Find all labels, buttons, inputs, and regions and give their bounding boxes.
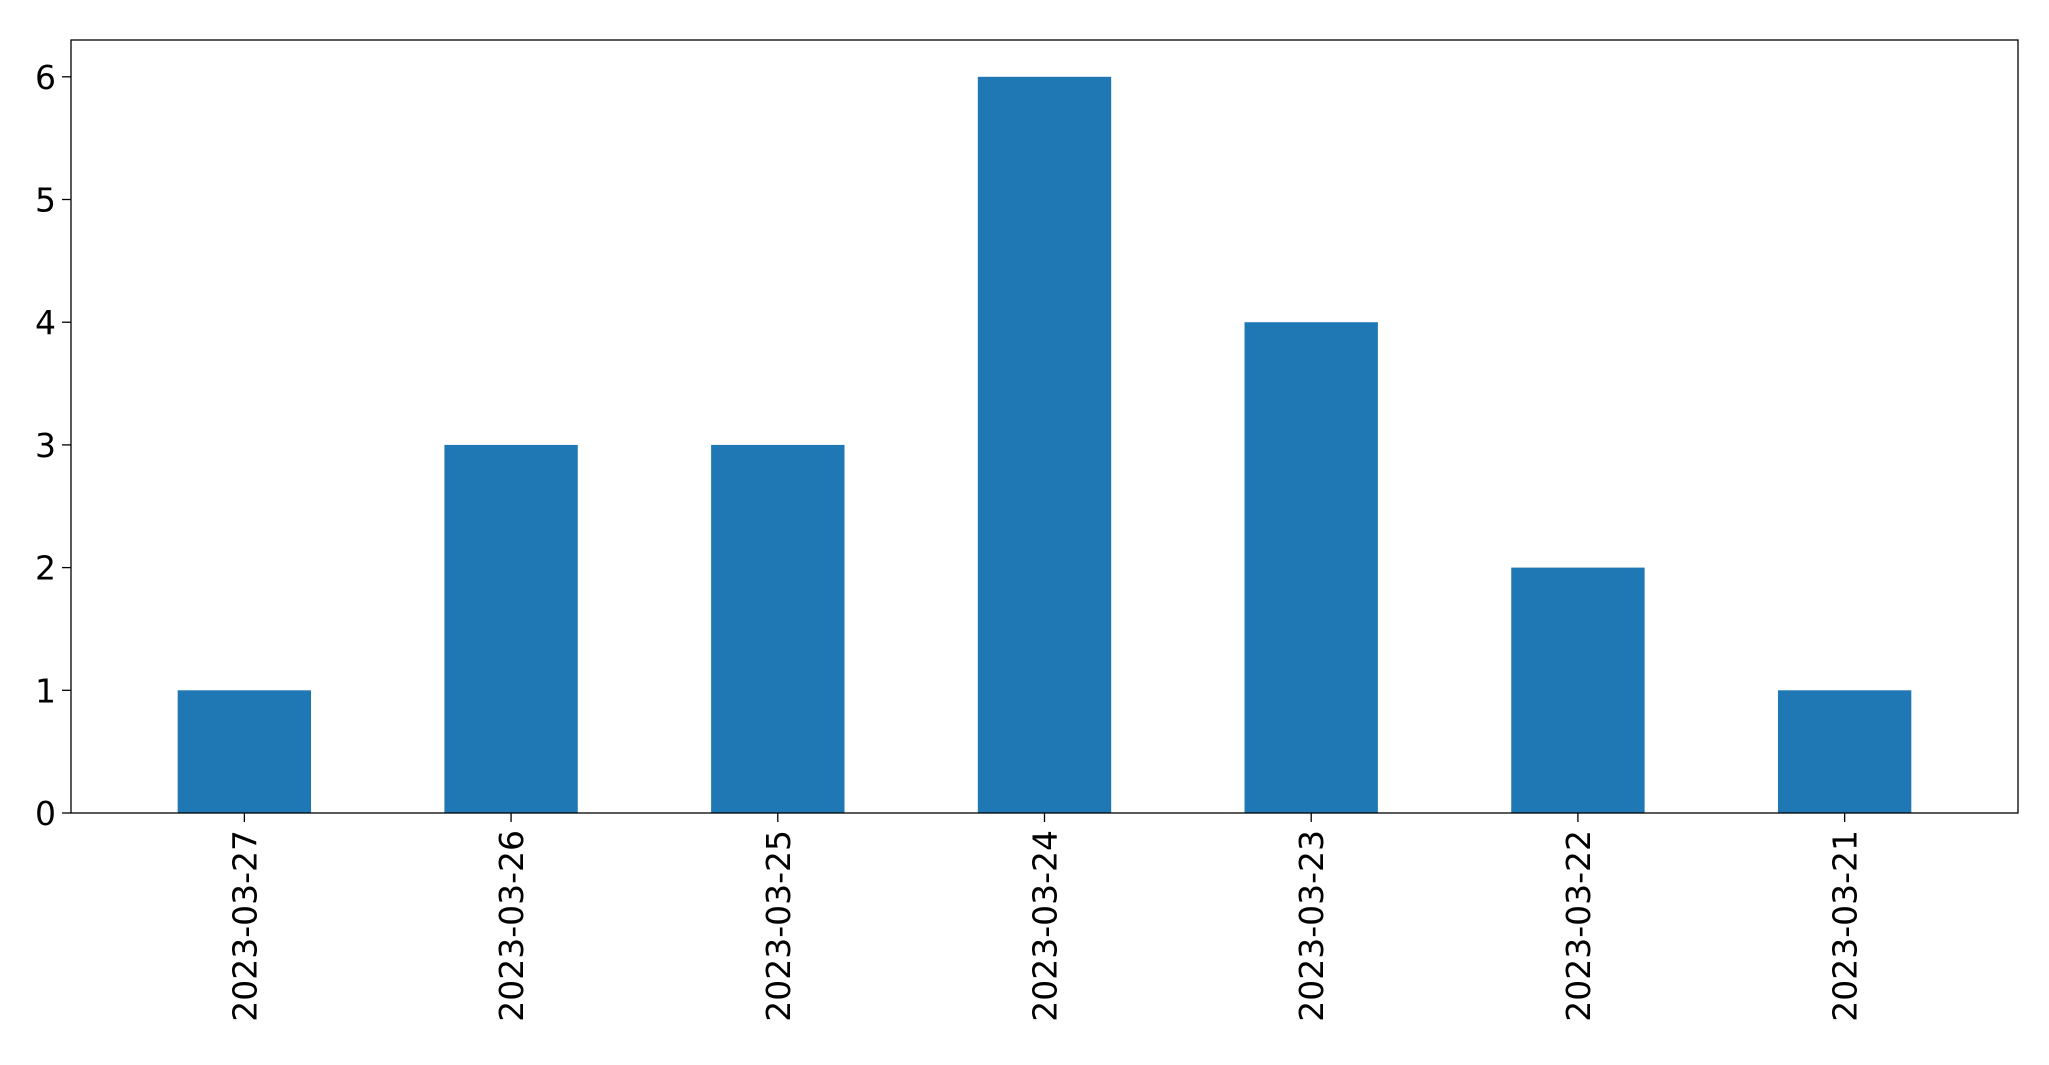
y-tick-label: 0 — [35, 794, 56, 833]
x-tick-label: 2023-03-25 — [759, 830, 798, 1022]
x-tick-label: 2023-03-27 — [225, 830, 264, 1022]
x-tick-label: 2023-03-26 — [492, 830, 531, 1022]
y-tick-label: 3 — [35, 426, 56, 465]
bars-layer — [177, 76, 1912, 813]
x-tick-label: 2023-03-22 — [1559, 830, 1598, 1022]
bar-2023-03-22 — [1511, 567, 1645, 813]
y-tick-label: 1 — [35, 671, 56, 710]
y-tick-label: 2 — [35, 549, 56, 588]
y-tick-label: 6 — [35, 58, 56, 97]
y-tick-label: 4 — [35, 303, 56, 342]
x-tick-label: 2023-03-23 — [1292, 830, 1331, 1022]
x-tick-label: 2023-03-24 — [1026, 830, 1065, 1022]
x-axis: 2023-03-27 2023-03-26 2023-03-25 2023-03-24… — [225, 813, 1865, 1022]
y-tick-label: 5 — [35, 181, 56, 220]
y-axis: 0 1 2 3 4 5 6 — [35, 58, 71, 833]
bar-2023-03-26 — [444, 444, 578, 813]
bar-2023-03-21 — [1777, 690, 1912, 813]
bar-2023-03-24 — [977, 76, 1112, 813]
x-tick-label: 2023-03-21 — [1826, 830, 1865, 1022]
bar-2023-03-27 — [177, 690, 312, 813]
bar-2023-03-23 — [1244, 322, 1378, 813]
bar-2023-03-25 — [711, 444, 845, 813]
